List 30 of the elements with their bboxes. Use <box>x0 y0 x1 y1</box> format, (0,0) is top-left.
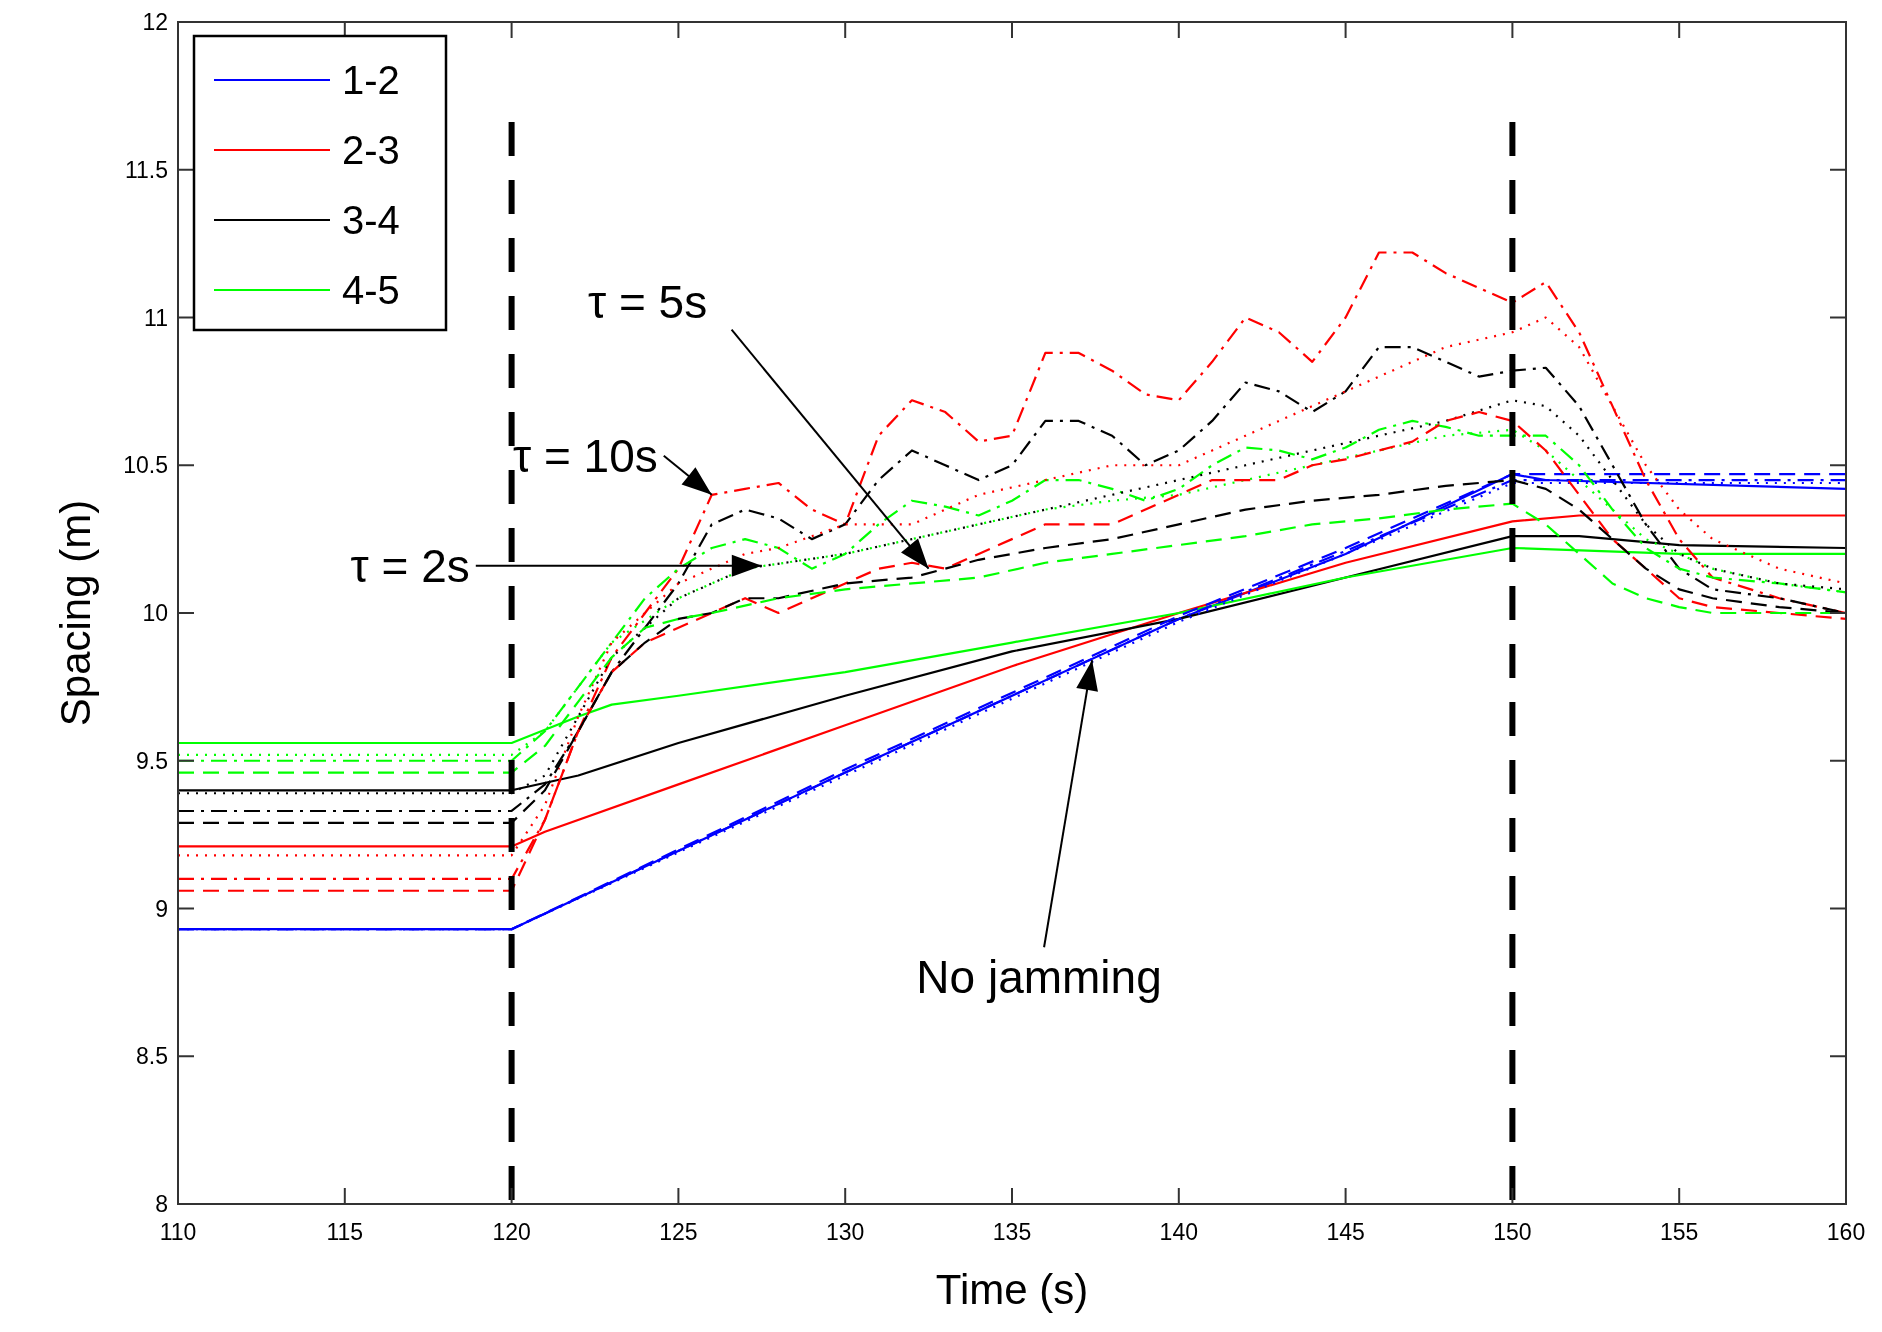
y-tick-label: 8 <box>155 1191 168 1217</box>
y-tick-label: 9 <box>155 895 168 922</box>
y-axis-title: Spacing (m) <box>52 499 99 727</box>
y-tick-label: 8.5 <box>136 1043 168 1070</box>
y-tick-label: 10.5 <box>123 452 168 479</box>
y-tick-label: 11 <box>144 304 168 331</box>
annotation: τ = 10s <box>512 429 658 482</box>
x-axis-title: Time (s) <box>935 1266 1089 1313</box>
legend-label: 4-5 <box>342 268 400 312</box>
annotation: No jamming <box>916 951 1162 1004</box>
y-tick-label: 11.5 <box>124 156 168 183</box>
legend-label: 2-3 <box>342 128 400 172</box>
annotation: τ = 2s <box>350 539 470 592</box>
annotation: τ = 5s <box>588 275 708 328</box>
legend-label: 3-4 <box>342 198 400 242</box>
y-tick-label: 9.5 <box>136 747 168 774</box>
x-tick-label: 145 <box>1326 1219 1365 1245</box>
x-tick-label: 140 <box>1159 1219 1198 1245</box>
y-tick-label: 12 <box>142 9 168 35</box>
x-tick-label: 160 <box>1826 1219 1866 1245</box>
x-tick-label: 120 <box>492 1219 531 1245</box>
y-tick-label: 10 <box>142 600 168 626</box>
x-tick-label: 115 <box>326 1219 364 1245</box>
x-tick-label: 130 <box>826 1219 865 1245</box>
x-tick-label: 110 <box>159 1219 197 1245</box>
x-tick-label: 155 <box>1660 1219 1699 1245</box>
x-tick-label: 150 <box>1493 1219 1532 1245</box>
x-tick-label: 125 <box>659 1219 698 1245</box>
x-tick-label: 135 <box>992 1219 1032 1245</box>
legend-label: 1-2 <box>342 58 400 102</box>
